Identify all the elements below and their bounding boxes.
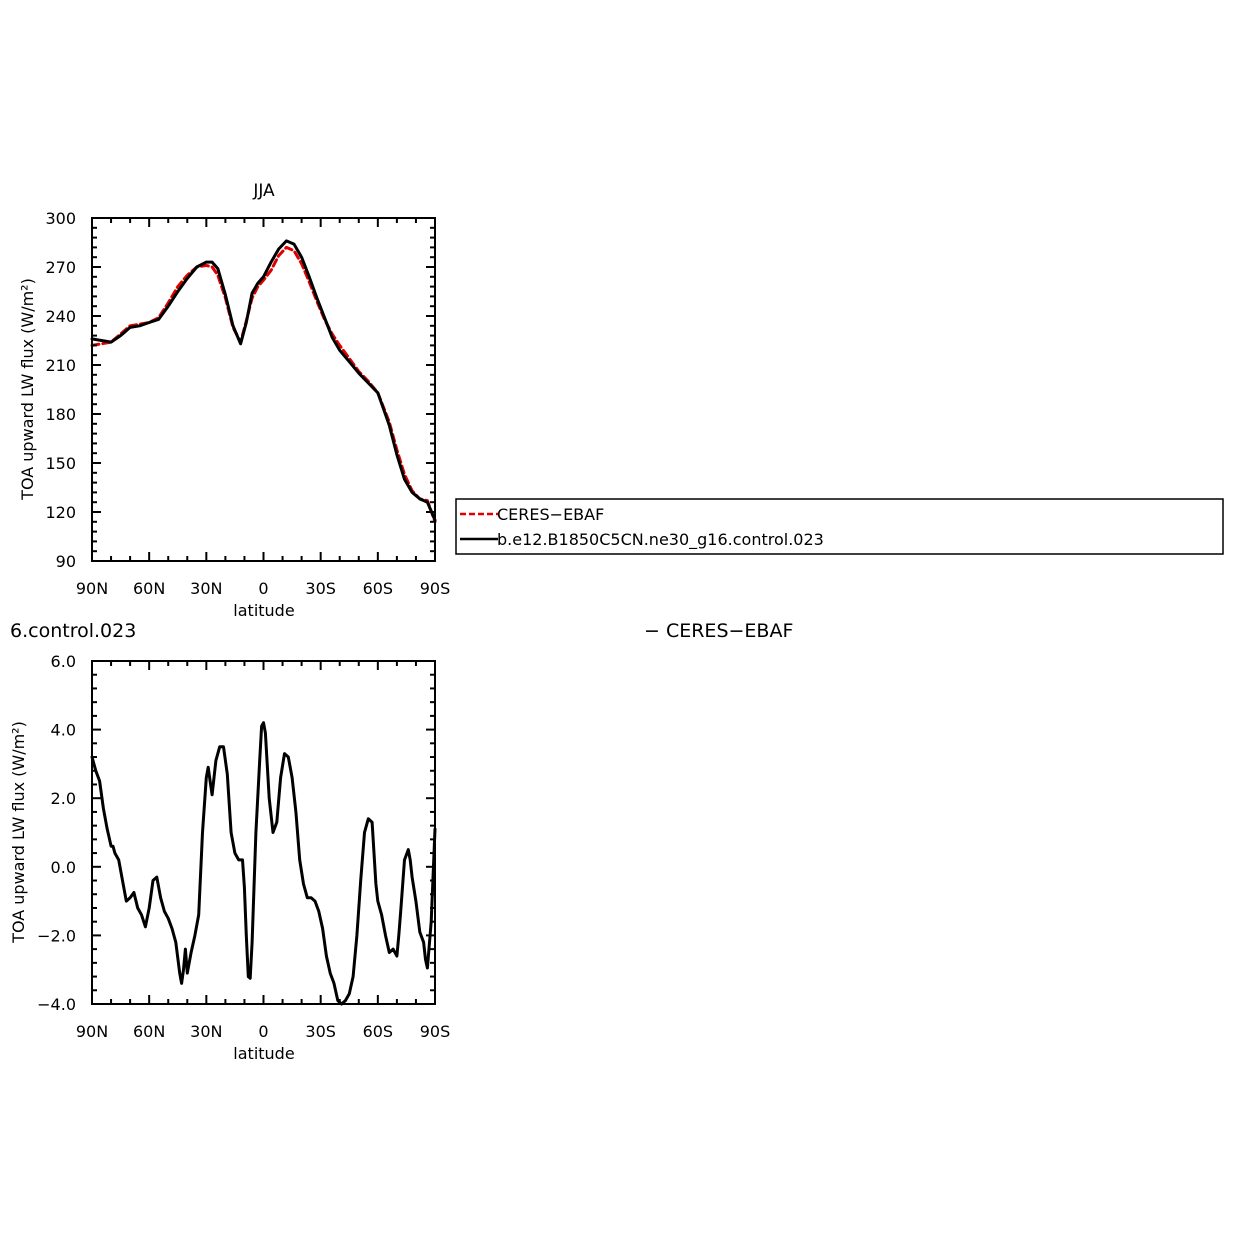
x-tick-label: 30N	[190, 1022, 222, 1041]
y-tick-label: 180	[45, 405, 76, 424]
y-tick-label: 4.0	[51, 721, 76, 740]
y-tick-label: 210	[45, 356, 76, 375]
chart-top-ticks: 90N 60N 30N 0 30S 60S 90S 90 120 150 180 210 240 270 3…	[45, 209, 450, 598]
x-tick-label: 90S	[420, 1022, 451, 1041]
x-tick-label: 90N	[76, 1022, 108, 1041]
chart-top-title: JJA	[252, 181, 275, 201]
x-tick-label: 60N	[133, 1022, 165, 1041]
y-tick-label: 120	[45, 503, 76, 522]
x-tick-label: 30S	[305, 579, 336, 598]
series-line-0-0	[90, 245, 437, 524]
x-tick-label: 90S	[420, 579, 451, 598]
y-tick-label: 270	[45, 258, 76, 277]
x-tick-label: 0	[258, 1022, 268, 1041]
chart-bottom-ylabel: TOA upward LW flux (W/m²)	[9, 721, 28, 944]
x-tick-label: 60S	[363, 1022, 394, 1041]
x-tick-label: 30S	[305, 1022, 336, 1041]
x-tick-label: 90N	[76, 579, 108, 598]
chart-top-lines	[90, 239, 437, 524]
series-line-0-1	[90, 239, 437, 522]
legend-box	[455, 498, 1224, 555]
x-tick-label: 0	[258, 579, 268, 598]
chart-top: JJA 90N 60N 30N 0 30S 60S 90S 90 120 150 180 210 240…	[18, 181, 450, 620]
x-tick-label: 60S	[363, 579, 394, 598]
chart-bottom-title-left: 6.control.023	[10, 620, 136, 642]
series-line-1-0	[90, 721, 437, 1006]
chart-bottom-lines	[90, 721, 437, 1006]
y-tick-label: 150	[45, 454, 76, 473]
x-tick-label: 60N	[133, 579, 165, 598]
y-tick-label: 6.0	[51, 652, 76, 671]
chart-top-xlabel: latitude	[233, 601, 294, 620]
chart-bottom-ticks: 90N 60N 30N 0 30S 60S 90S −4.0 −2.0 0.0 2.0 4.0 6.0	[37, 652, 450, 1041]
y-tick-label: 0.0	[51, 858, 76, 877]
y-tick-label: 240	[45, 307, 76, 326]
chart-bottom: 6.control.023 − CERES−EBAF 90N 60N 30N 0 30S…	[9, 620, 793, 1063]
chart-top-ylabel: TOA upward LW flux (W/m²)	[18, 278, 37, 501]
legend-label-ceres: CERES−EBAF	[497, 505, 604, 524]
chart-bottom-title-right: − CERES−EBAF	[644, 620, 793, 642]
y-tick-label: 90	[56, 552, 76, 571]
chart-top-frame	[91, 217, 436, 562]
y-tick-label: 300	[45, 209, 76, 228]
legend: CERES−EBAF b.e12.B1850C5CN.ne30_g16.cont…	[455, 498, 1224, 555]
y-tick-label: −2.0	[37, 926, 76, 945]
chart-bottom-frame	[91, 660, 436, 1005]
legend-label-model: b.e12.B1850C5CN.ne30_g16.control.023	[497, 530, 824, 550]
y-tick-label: 2.0	[51, 789, 76, 808]
x-tick-label: 30N	[190, 579, 222, 598]
chart-bottom-xlabel: latitude	[233, 1044, 294, 1063]
y-tick-label: −4.0	[37, 995, 76, 1014]
